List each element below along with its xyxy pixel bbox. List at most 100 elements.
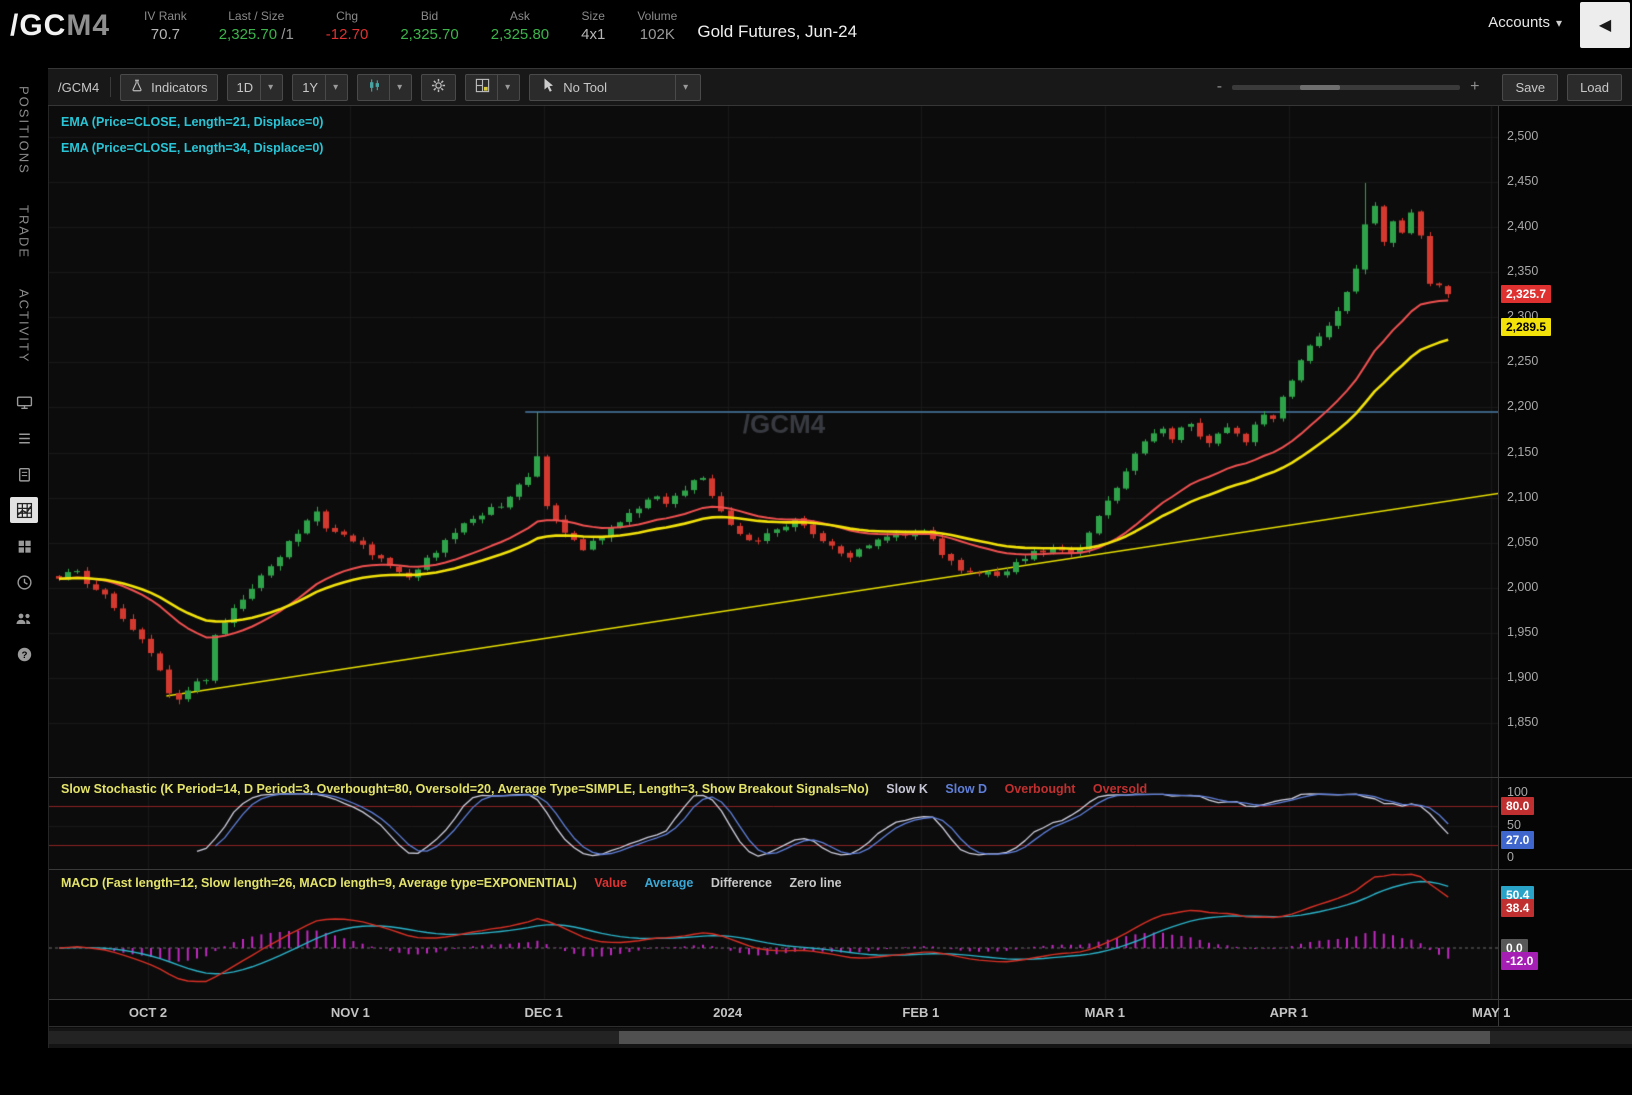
save-button[interactable]: Save bbox=[1502, 73, 1559, 101]
help-icon[interactable]: ? bbox=[10, 641, 38, 667]
quote-volume: Volume 102K bbox=[621, 8, 693, 45]
grid-icon[interactable] bbox=[10, 533, 38, 559]
save-label: Save bbox=[1515, 79, 1546, 95]
load-button[interactable]: Load bbox=[1567, 73, 1622, 101]
time-tick-label: NOV 1 bbox=[330, 1005, 370, 1020]
clipboard-icon[interactable] bbox=[10, 461, 38, 487]
quote-iv-rank: IV Rank 70.7 bbox=[128, 8, 203, 45]
zoom-in-button[interactable]: + bbox=[1470, 78, 1480, 95]
list-icon[interactable] bbox=[10, 425, 38, 451]
price-badge: 2,289.5 bbox=[1501, 317, 1552, 336]
chevron-down-icon: ▾ bbox=[260, 74, 273, 100]
quote-value: -12.70 bbox=[325, 25, 369, 43]
chart-toolbar: /GCM4 Indicators 1D ▾ 1Y ▾ ▾ bbox=[48, 68, 1632, 106]
time-tick-label: OCT 2 bbox=[128, 1005, 168, 1020]
zoom-out-button[interactable]: - bbox=[1216, 78, 1223, 95]
zoom-slider-thumb[interactable] bbox=[1300, 84, 1341, 90]
indicators-button[interactable]: Indicators bbox=[120, 73, 218, 101]
accounts-menu[interactable]: Accounts ▾ bbox=[1488, 14, 1562, 31]
price-tick: 2,050 bbox=[1507, 534, 1539, 549]
price-tick: 2,100 bbox=[1507, 489, 1539, 504]
zoom-slider[interactable] bbox=[1232, 84, 1461, 90]
quote-label: Ask bbox=[509, 8, 530, 23]
contract-description: Gold Futures, Jun-24 bbox=[697, 22, 858, 41]
header: /GCM4 IV Rank 70.7 Last / Size 2,325.70 … bbox=[0, 0, 1632, 52]
price-tick: 2,000 bbox=[1507, 579, 1539, 594]
stoch-tick: 50 bbox=[1507, 817, 1521, 832]
drawing-tool-value: No Tool bbox=[563, 79, 608, 95]
macd-study-row: MACD (Fast length=12, Slow length=26, MA… bbox=[61, 876, 842, 890]
flask-icon bbox=[130, 78, 144, 96]
monitor-icon[interactable] bbox=[10, 389, 38, 415]
svg-text:?: ? bbox=[21, 650, 27, 661]
quote-ask: Ask 2,325.80 bbox=[475, 8, 565, 45]
toolbar-symbol: /GCM4 bbox=[58, 79, 100, 95]
quote-value: 2,325.70 bbox=[400, 25, 459, 43]
stoch-badge: 80.0 bbox=[1501, 797, 1535, 815]
price-tick: 1,850 bbox=[1507, 715, 1539, 729]
legend-value: Value bbox=[594, 876, 627, 890]
time-tick-label: MAY 1 bbox=[1472, 1005, 1511, 1020]
sidebar-tab-trade[interactable]: TRADE bbox=[16, 204, 32, 259]
price-tick: 2,500 bbox=[1507, 129, 1539, 143]
drawing-tool-dropdown[interactable]: No Tool ▾ bbox=[529, 73, 702, 101]
quote-value: 2,325.70 /1 bbox=[218, 25, 294, 43]
price-badge: 2,325.7 bbox=[1501, 285, 1552, 304]
quote-size: Size 4x1 bbox=[565, 8, 621, 45]
ema21-study-label[interactable]: EMA (Price=CLOSE, Length=21, Displace=0) bbox=[61, 115, 324, 129]
legend-slow-d: Slow D bbox=[945, 782, 988, 796]
quote-last-size: Last / Size 2,325.70 /1 bbox=[203, 8, 310, 45]
stochastic-study-label[interactable]: Slow Stochastic (K Period=14, D Period=3… bbox=[61, 782, 869, 796]
legend-oversold: Oversold bbox=[1092, 782, 1148, 796]
load-label: Load bbox=[1580, 79, 1609, 95]
legend-overbought: Overbought bbox=[1004, 782, 1076, 796]
price-tick: 2,150 bbox=[1507, 444, 1539, 459]
quote-bid: Bid 2,325.70 bbox=[384, 8, 474, 45]
chart-icon[interactable] bbox=[10, 497, 38, 524]
timeframe-dropdown[interactable]: 1D ▾ bbox=[226, 73, 284, 101]
quote-value: 102K bbox=[639, 25, 675, 43]
sidebar-tab-activity[interactable]: ACTIVITY bbox=[16, 288, 32, 364]
indicators-label: Indicators bbox=[151, 79, 208, 95]
range-dropdown[interactable]: 1Y ▾ bbox=[292, 73, 349, 101]
quote-chg: Chg -12.70 bbox=[310, 8, 385, 45]
chart-type-dropdown[interactable]: ▾ bbox=[357, 73, 413, 101]
chevron-down-icon: ▾ bbox=[497, 74, 510, 100]
price-tick: 2,450 bbox=[1507, 174, 1539, 189]
legend-average: Average bbox=[644, 876, 694, 890]
gear-icon bbox=[431, 78, 446, 96]
chart-area: EMA (Price=CLOSE, Length=21, Displace=0)… bbox=[48, 106, 1632, 1048]
price-tick: 2,200 bbox=[1507, 399, 1539, 414]
sidebar-tab-positions[interactable]: POSITIONS bbox=[16, 86, 32, 175]
layout-grid-icon bbox=[475, 78, 490, 96]
macd-badge: -12.0 bbox=[1501, 951, 1539, 970]
price-tick: 2,350 bbox=[1507, 264, 1539, 279]
accounts-label: Accounts bbox=[1488, 14, 1550, 31]
time-tick-label: 2024 bbox=[713, 1005, 743, 1020]
price-tick: 2,400 bbox=[1507, 219, 1539, 234]
time-tick-label: MAR 1 bbox=[1084, 1005, 1126, 1020]
quote-value: 2,325.80 bbox=[490, 25, 550, 43]
people-icon[interactable] bbox=[10, 605, 38, 631]
quote-label: Volume bbox=[637, 8, 678, 23]
macd-badge: 38.4 bbox=[1501, 898, 1535, 917]
stochastic-study-row: Slow Stochastic (K Period=14, D Period=3… bbox=[61, 782, 1147, 796]
quote-value: 4x1 bbox=[581, 25, 606, 43]
legend-slow-k: Slow K bbox=[886, 782, 928, 796]
collapse-panel-button[interactable]: ◀ bbox=[1580, 2, 1630, 48]
left-sidebar: POSITIONS TRADE ACTIVITY bbox=[0, 52, 48, 1095]
chart-settings-button[interactable] bbox=[421, 73, 457, 101]
scrollbar-thumb[interactable] bbox=[619, 1031, 1491, 1044]
ema34-study-label[interactable]: EMA (Price=CLOSE, Length=34, Displace=0) bbox=[61, 141, 324, 155]
chart-canvas[interactable] bbox=[49, 106, 1498, 999]
time-tick-label: FEB 1 bbox=[902, 1005, 940, 1020]
legend-zero-line: Zero line bbox=[789, 876, 842, 890]
price-axis: 2,500 2,450 2,400 2,350 2,300 2,250 2,200 2,150… bbox=[1498, 106, 1632, 1026]
clock-icon[interactable] bbox=[10, 569, 38, 595]
chevron-down-icon: ▾ bbox=[389, 74, 402, 100]
price-tick: 2,250 bbox=[1507, 354, 1539, 369]
layout-dropdown[interactable]: ▾ bbox=[465, 73, 521, 101]
quote-value: 70.7 bbox=[150, 25, 180, 43]
macd-study-label[interactable]: MACD (Fast length=12, Slow length=26, MA… bbox=[61, 876, 577, 890]
